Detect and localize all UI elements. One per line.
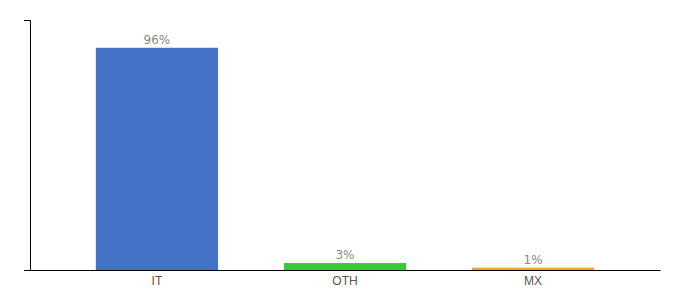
chart-svg: IT OTH MX 96% 3% 1%	[0, 0, 680, 300]
x-axis-line	[31, 270, 661, 271]
bars	[96, 48, 594, 270]
x-axis: IT OTH MX	[31, 271, 661, 288]
data-labels: 96% 3% 1%	[144, 33, 543, 267]
data-label: 1%	[524, 253, 543, 267]
x-tick-label: IT	[152, 274, 163, 288]
chart-container: IT OTH MX 96% 3% 1%	[0, 0, 680, 300]
x-tick: IT	[152, 274, 163, 288]
x-tick-label: MX	[524, 274, 542, 288]
data-label: 96%	[144, 33, 171, 47]
bar	[284, 263, 406, 270]
x-tick: OTH	[332, 274, 357, 288]
y-axis	[24, 21, 31, 271]
y-axis-line	[24, 21, 31, 271]
x-tick: MX	[524, 274, 542, 288]
data-label: 3%	[335, 248, 354, 262]
x-tick-label: OTH	[332, 274, 357, 288]
bar	[96, 48, 218, 270]
bar	[472, 268, 594, 270]
plot-area: IT OTH MX 96% 3% 1%	[24, 21, 661, 288]
